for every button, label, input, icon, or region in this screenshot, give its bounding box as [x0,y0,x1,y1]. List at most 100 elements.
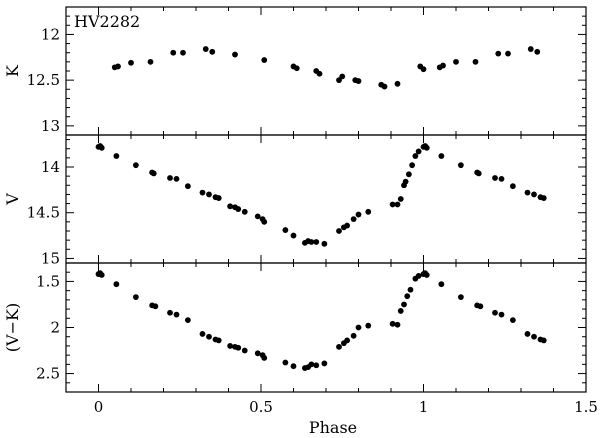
data-point [132,294,139,300]
data-point [381,83,388,90]
panel-frame [65,6,587,136]
y-tick-label: 12.5 [27,71,60,89]
data-point [152,303,159,310]
data-point [261,355,268,361]
data-point [128,59,134,66]
data-point [472,58,479,65]
data-point [215,195,222,201]
data-point [495,50,502,57]
data-point [355,211,362,218]
data-point [531,191,537,198]
data-point [475,170,482,177]
data-point [293,65,300,72]
data-point [241,347,248,354]
y-tick-label: 2.5 [36,365,60,383]
data-point [440,62,446,69]
data-point [397,308,404,314]
data-point [173,311,180,318]
data-point [457,294,464,300]
data-point [531,333,537,340]
data-point [180,49,186,56]
data-point [540,337,547,344]
data-point [150,170,157,177]
data-point [282,227,289,233]
data-point [132,162,139,169]
data-point [282,359,289,366]
data-point [534,48,541,55]
data-point [113,281,120,288]
data-point [394,80,401,87]
data-point [415,148,422,155]
data-point [527,46,534,52]
data-point [438,153,445,159]
data-point [254,213,261,220]
data-point [184,317,191,324]
data-point [389,320,396,327]
data-point [355,78,362,84]
data-point [336,343,342,350]
data-point [308,361,315,368]
data-point [199,331,206,337]
data-point [524,331,531,337]
data-point [206,333,212,340]
data-point [344,337,351,344]
data-point [313,362,320,369]
x-tick-label: 0.5 [249,398,273,416]
x-tick-label: 0 [94,398,104,416]
y-tick-label: 13 [41,117,60,135]
data-point [389,201,396,208]
y-tick-label: 14 [41,158,60,176]
star-name: HV2282 [74,12,140,31]
data-point [498,175,505,182]
data-point [405,171,412,178]
data-point [509,317,516,324]
data-point [492,309,498,316]
data-point [402,178,409,185]
data-point [524,189,531,196]
panel-2: 14 14.5 15 V [3,134,587,267]
data-point [232,51,238,58]
y-tick-label: 15 [41,249,60,267]
data-point [407,286,414,293]
data-point [365,208,372,215]
data-point [167,175,173,181]
x-tick-label: 1.5 [574,398,598,416]
data-point [254,350,261,357]
data-point [241,208,248,215]
panel-3: 1.5 2 2.5 (V−K) [3,262,587,393]
data-point [409,162,416,169]
data-point [209,48,216,55]
data-point [509,183,516,190]
y-tick-label: 14.5 [27,204,60,222]
data-point [316,70,323,77]
y-tick-label: 2 [50,319,60,337]
data-point [173,175,180,182]
data-point [415,273,422,279]
panel-1: 12 12.5 13 K HV2282 [3,6,587,136]
data-point [227,343,234,349]
data-point [350,332,357,339]
data-point [261,57,268,63]
data-point [350,216,357,223]
data-point [290,232,297,239]
data-point [423,272,430,278]
data-point [308,239,315,245]
data-point [423,144,430,151]
data-point [412,153,419,159]
data-point [457,162,464,169]
data-point [98,272,105,278]
data-point [404,293,411,300]
data-point [321,240,328,247]
data-point [401,301,407,308]
data-point [235,344,242,351]
y-axis-label: (V−K) [3,303,22,352]
panels: 12 12.5 13 K HV2282 14 14.5 15 V 1.5 2 2.5 (V−K) 0 0.5… [3,6,598,416]
data-point [339,73,346,80]
x-axis-label: Phase [309,418,357,437]
data-point [98,144,105,151]
x-tick-label: 1 [419,398,429,416]
data-point [113,153,120,159]
data-point [184,183,191,190]
data-point [313,239,320,245]
data-point [397,196,404,202]
